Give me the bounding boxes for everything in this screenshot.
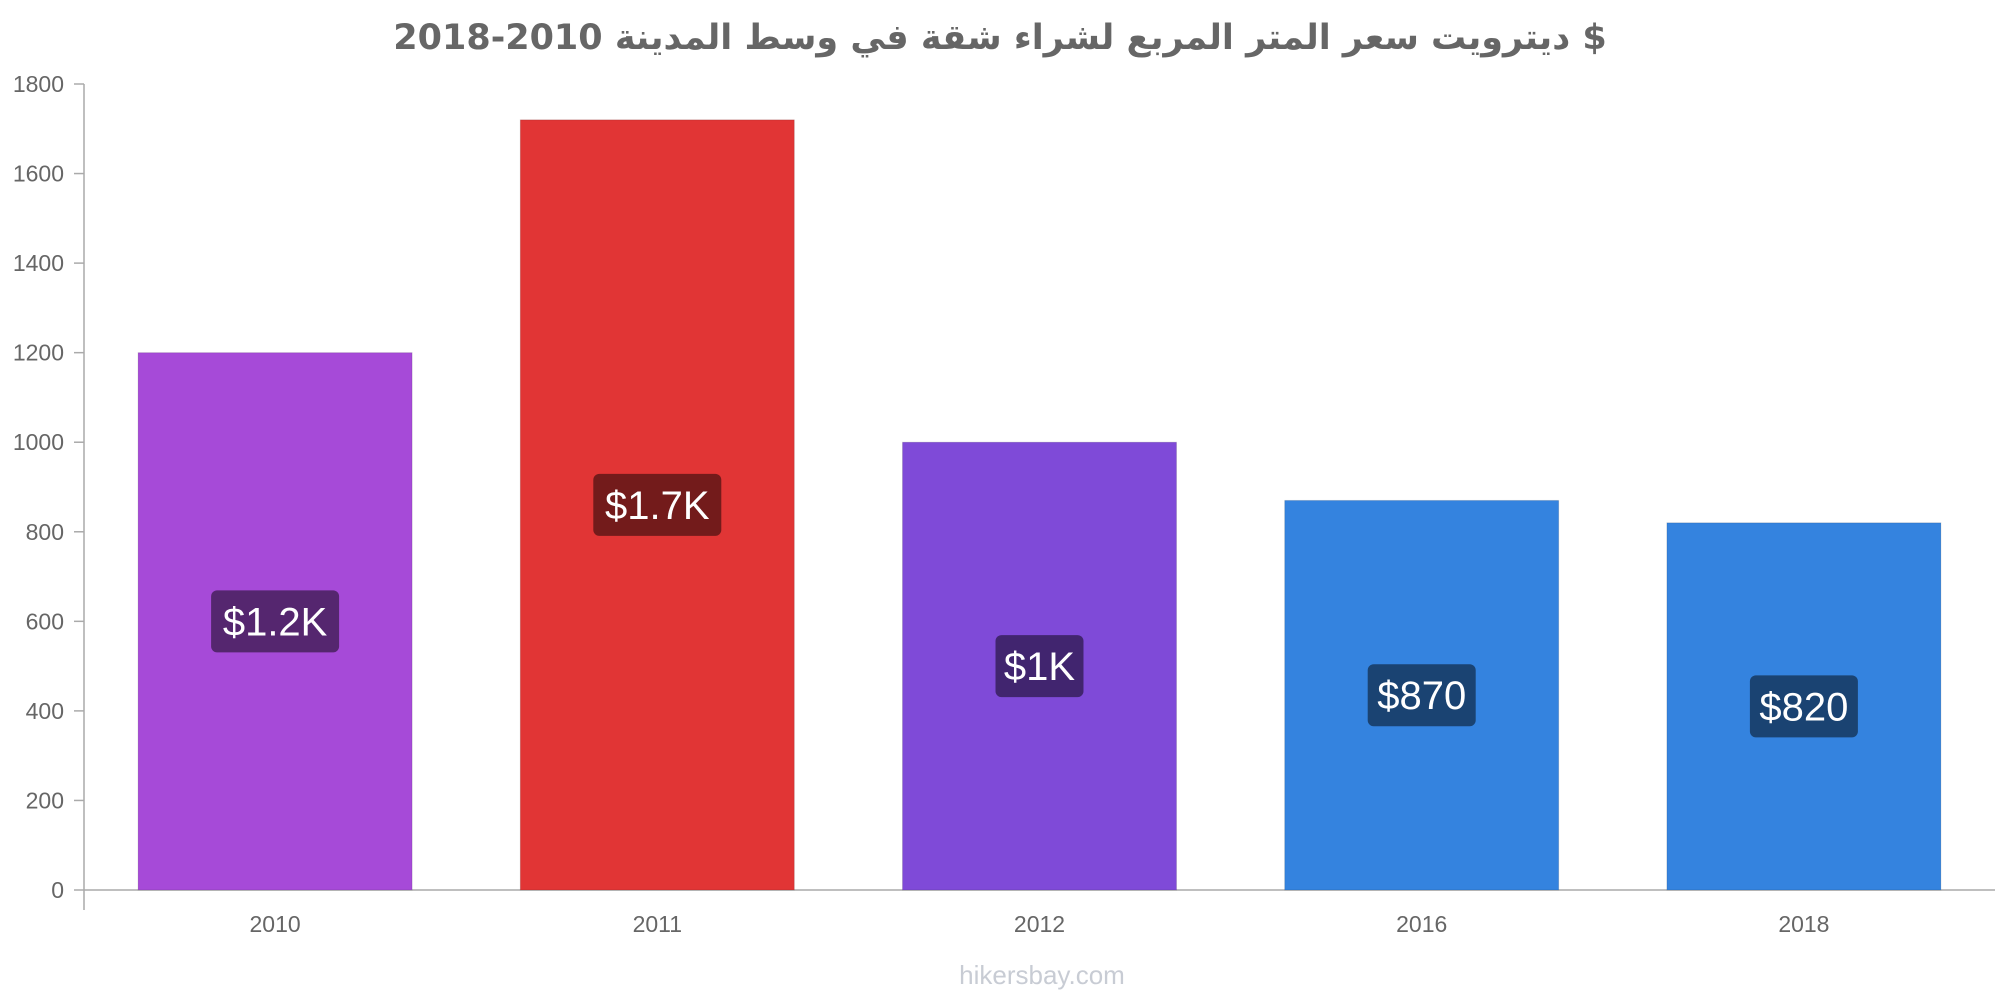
x-tick-label: 2016 <box>1396 911 1447 937</box>
y-tick-label: 1000 <box>13 429 64 455</box>
y-tick-label: 400 <box>26 698 64 724</box>
value-label-box <box>995 635 1084 698</box>
y-tick-label: 1400 <box>13 250 64 276</box>
chart-title: ديترويت سعر المتر المربع لشراء شقة في وس… <box>393 18 1607 58</box>
value-label-box <box>593 473 722 536</box>
y-tick-label: 200 <box>26 787 64 813</box>
labels-group: 2010 $1.2K 2011 $1.7K 2012 $1K 2016 $870 2018 $82… <box>211 473 1858 937</box>
y-tick-label: 0 <box>51 877 64 903</box>
value-label: $1.7K <box>605 484 710 528</box>
y-tick-label: 1200 <box>13 340 64 366</box>
bars-group <box>137 119 1942 891</box>
value-label: $870 <box>1377 674 1466 718</box>
y-tick-label: 1800 <box>13 71 64 97</box>
y-tick-label: 1600 <box>13 161 64 187</box>
x-tick-label: 2018 <box>1778 911 1829 937</box>
y-tick-label: 800 <box>26 519 64 545</box>
x-tick-label: 2011 <box>633 911 682 937</box>
x-tick-label: 2012 <box>1014 911 1065 937</box>
x-tick-label: 2010 <box>250 911 301 937</box>
value-label: $1.2K <box>223 600 328 644</box>
watermark: hikersbay.com <box>959 960 1125 990</box>
y-tick-label: 600 <box>26 608 64 634</box>
value-label: $820 <box>1759 685 1848 729</box>
value-label-box <box>211 590 340 653</box>
value-label: $1K <box>1004 645 1075 689</box>
value-label-box <box>1367 664 1476 727</box>
value-label-box <box>1749 675 1858 738</box>
